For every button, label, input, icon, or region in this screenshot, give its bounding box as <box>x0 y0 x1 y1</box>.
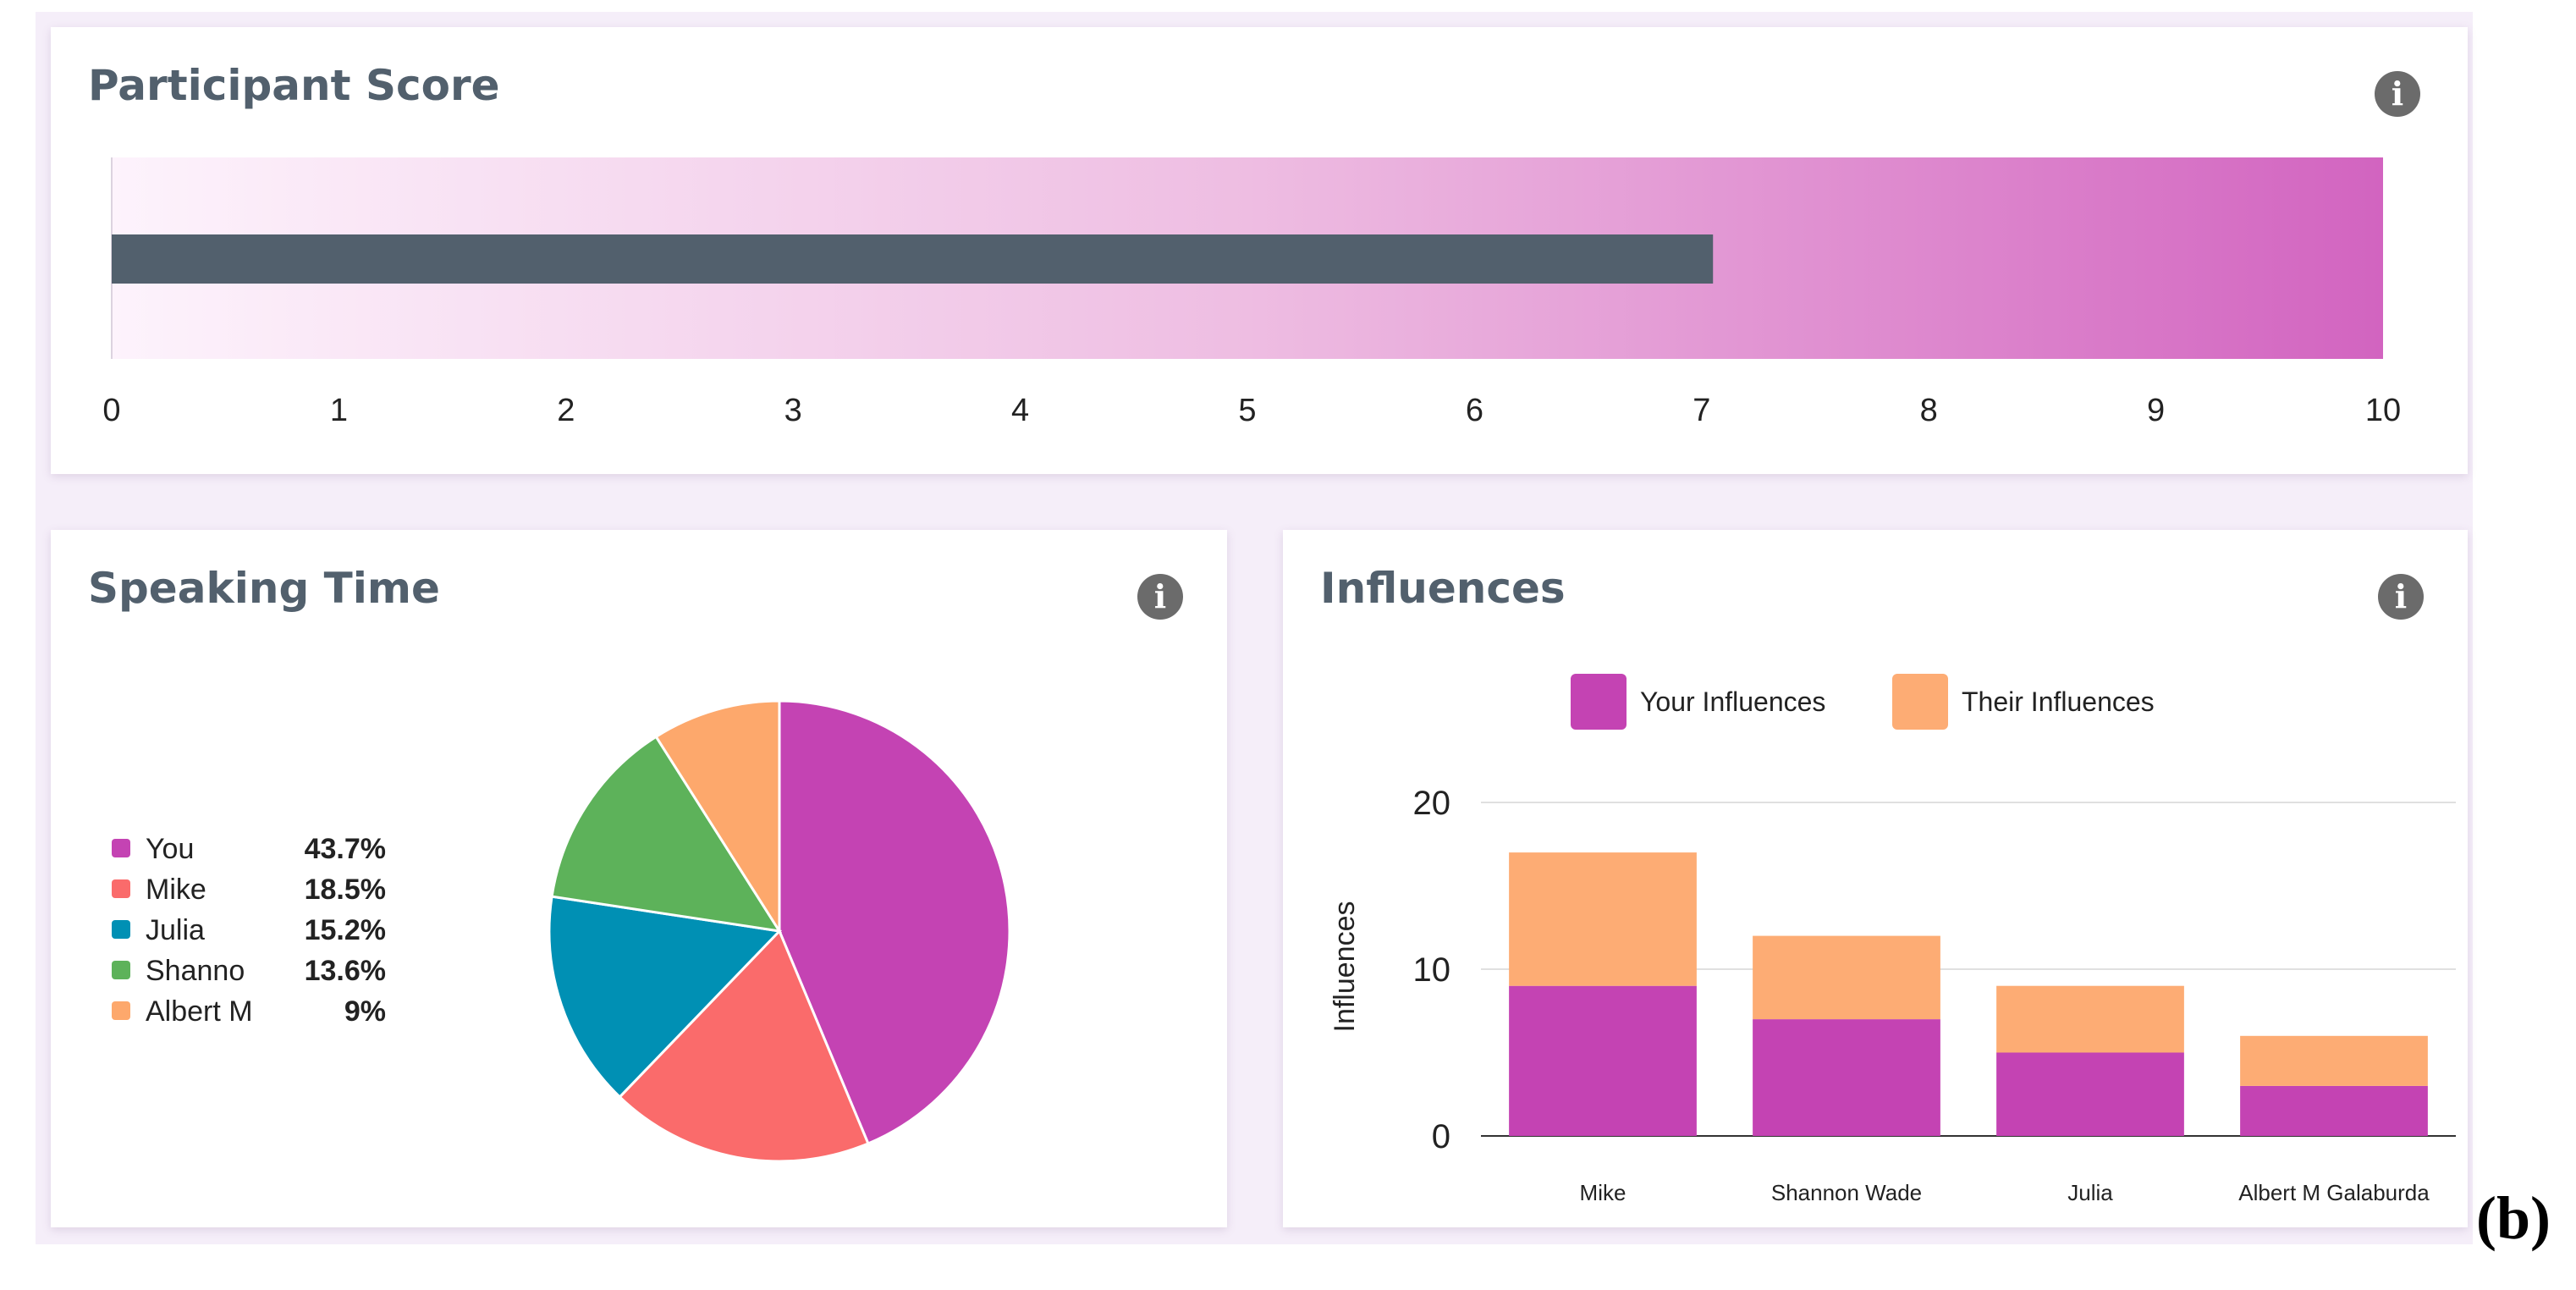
info-icon[interactable]: i <box>2378 574 2424 620</box>
legend-label: Your Influences <box>1640 686 1825 717</box>
y-tick-label: 20 <box>1413 785 1451 822</box>
score-tick-label: 8 <box>1920 393 1938 428</box>
pie-slice[interactable] <box>778 699 1011 1145</box>
influences-chart: Your Influences Their Influences 0 10 20 Mi… <box>1329 674 2456 1205</box>
legend-label: Shanno <box>146 955 245 987</box>
legend-swatch <box>112 879 130 898</box>
bar-segment[interactable] <box>2240 1035 2428 1086</box>
participant-score-chart: 0 1 2 3 4 5 6 7 8 9 10 <box>102 157 2401 428</box>
bar-segment[interactable] <box>1509 852 1697 986</box>
y-tick-label: 10 <box>1413 951 1451 989</box>
x-tick-label: Julia <box>2067 1180 2113 1205</box>
score-bar <box>112 234 1714 284</box>
bar-segment[interactable] <box>2240 1085 2428 1136</box>
pie-slice[interactable] <box>550 735 783 933</box>
pie-slice[interactable] <box>654 699 781 936</box>
score-tick-label: 0 <box>102 393 120 428</box>
legend-label: Julia <box>146 914 205 946</box>
info-icon[interactable]: i <box>1137 574 1183 620</box>
score-tick-label: 9 <box>2147 393 2165 428</box>
legend-label: Albert M <box>146 995 253 1028</box>
legend-label: Mike <box>146 874 206 906</box>
legend-value: 15.2% <box>305 914 386 946</box>
legend-swatch <box>1571 674 1627 730</box>
score-tick-label: 6 <box>1466 393 1483 428</box>
score-tick-label: 4 <box>1011 393 1029 428</box>
legend-swatch <box>112 920 130 939</box>
bar-segment[interactable] <box>1996 985 2184 1053</box>
score-tick-label: 5 <box>1238 393 1256 428</box>
x-tick-label: Albert M Galaburda <box>2238 1180 2430 1205</box>
pie-slice[interactable] <box>548 895 783 1100</box>
influences-title: Influences <box>1320 564 1566 613</box>
participant-score-title: Participant Score <box>88 61 500 110</box>
x-tick-label: Shannon Wade <box>1771 1180 1922 1205</box>
participant-score-panel: Participant Score i 0 1 2 3 4 5 6 7 8 9 10 <box>51 27 2468 474</box>
legend-swatch <box>112 839 130 857</box>
score-tick-label: 10 <box>2365 393 2401 428</box>
bar-segment[interactable] <box>1509 985 1697 1136</box>
score-tick-label: 3 <box>784 393 802 428</box>
legend-value: 43.7% <box>305 833 386 865</box>
legend-value: 9% <box>344 995 386 1028</box>
bar-segment[interactable] <box>1753 935 1940 1020</box>
influences-panel: Influences i Your Influences Their Influe… <box>1283 530 2468 1227</box>
y-axis-label: Influences <box>1329 901 1361 1033</box>
legend-label: You <box>146 833 194 865</box>
figure-label: (b) <box>2476 1184 2551 1252</box>
speaking-time-chart: You 43.7% Mike 18.5% Julia 15.2% Shanno 13.6% Al… <box>112 699 1011 1163</box>
score-tick-label: 2 <box>557 393 575 428</box>
y-tick-label: 0 <box>1432 1118 1450 1155</box>
pie-slice[interactable] <box>618 929 870 1163</box>
legend-swatch <box>112 961 130 979</box>
bar-segment[interactable] <box>1753 1019 1940 1136</box>
info-icon[interactable]: i <box>2375 71 2420 117</box>
dashboard: Participant Score i 0 1 2 3 4 5 6 7 8 9 10 Speakin… <box>36 12 2473 1244</box>
legend-swatch <box>1892 674 1948 730</box>
legend-value: 18.5% <box>305 874 386 906</box>
legend-label: Their Influences <box>1962 686 2155 717</box>
score-tick-label: 7 <box>1693 393 1710 428</box>
score-tick-label: 1 <box>330 393 348 428</box>
bar-segment[interactable] <box>1996 1052 2184 1137</box>
speaking-time-title: Speaking Time <box>88 564 440 613</box>
speaking-time-panel: Speaking Time i You 43.7% Mike 18.5% Julia 15… <box>51 530 1227 1227</box>
legend-swatch <box>112 1001 130 1020</box>
x-tick-label: Mike <box>1580 1180 1627 1205</box>
legend-value: 13.6% <box>305 955 386 987</box>
